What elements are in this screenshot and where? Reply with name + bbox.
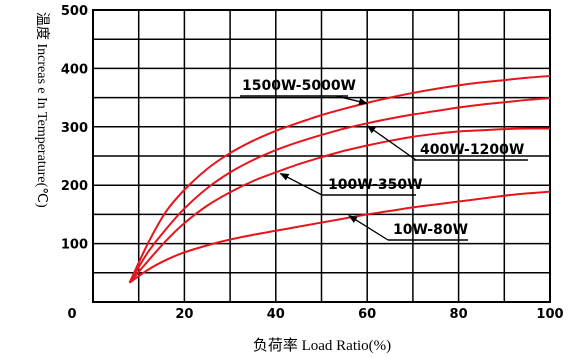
y-tick-label: 500 — [61, 4, 88, 19]
x-tick-label: 60 — [358, 307, 376, 322]
y-axis-label: 温度 Increas e In Temperature(℃) — [34, 12, 50, 208]
annotation-label: 1500W-5000W — [242, 78, 356, 94]
annotation-arrow — [366, 125, 417, 161]
series-line-400W-1200W — [128, 97, 551, 284]
y-tick-label: 200 — [61, 179, 88, 194]
x-tick-label: 0 — [67, 307, 76, 322]
annotation-layer: 1500W-5000W 400W-1200W 100W-350W 10W-80W — [240, 78, 528, 241]
annotation-label: 400W-1200W — [420, 142, 524, 158]
x-axis-label: 负荷率 Load Ratio(%) — [253, 337, 391, 354]
y-tick-label: 100 — [61, 238, 88, 253]
series-layer — [128, 74, 551, 284]
x-tick-label: 40 — [267, 307, 285, 322]
series-line-10W-80W — [128, 190, 551, 284]
grid — [93, 10, 550, 302]
tick-labels: 0 20 40 60 80 100 100 200 300 400 500 — [61, 4, 564, 322]
x-tick-label: 20 — [175, 307, 193, 322]
annotation-label: 100W-350W — [328, 177, 423, 193]
annotation-arrow — [348, 215, 389, 241]
annotation-arrow — [335, 95, 369, 106]
annotation-label: 10W-80W — [393, 222, 468, 238]
y-tick-label: 400 — [61, 62, 88, 77]
x-tick-label: 100 — [536, 307, 563, 322]
series-line-100W-350W — [128, 127, 551, 284]
x-tick-label: 80 — [450, 307, 468, 322]
series-line-1500W-5000W — [128, 74, 551, 284]
y-tick-label: 300 — [61, 121, 88, 136]
plot-frame — [92, 9, 551, 303]
annotation-arrow — [279, 172, 323, 196]
